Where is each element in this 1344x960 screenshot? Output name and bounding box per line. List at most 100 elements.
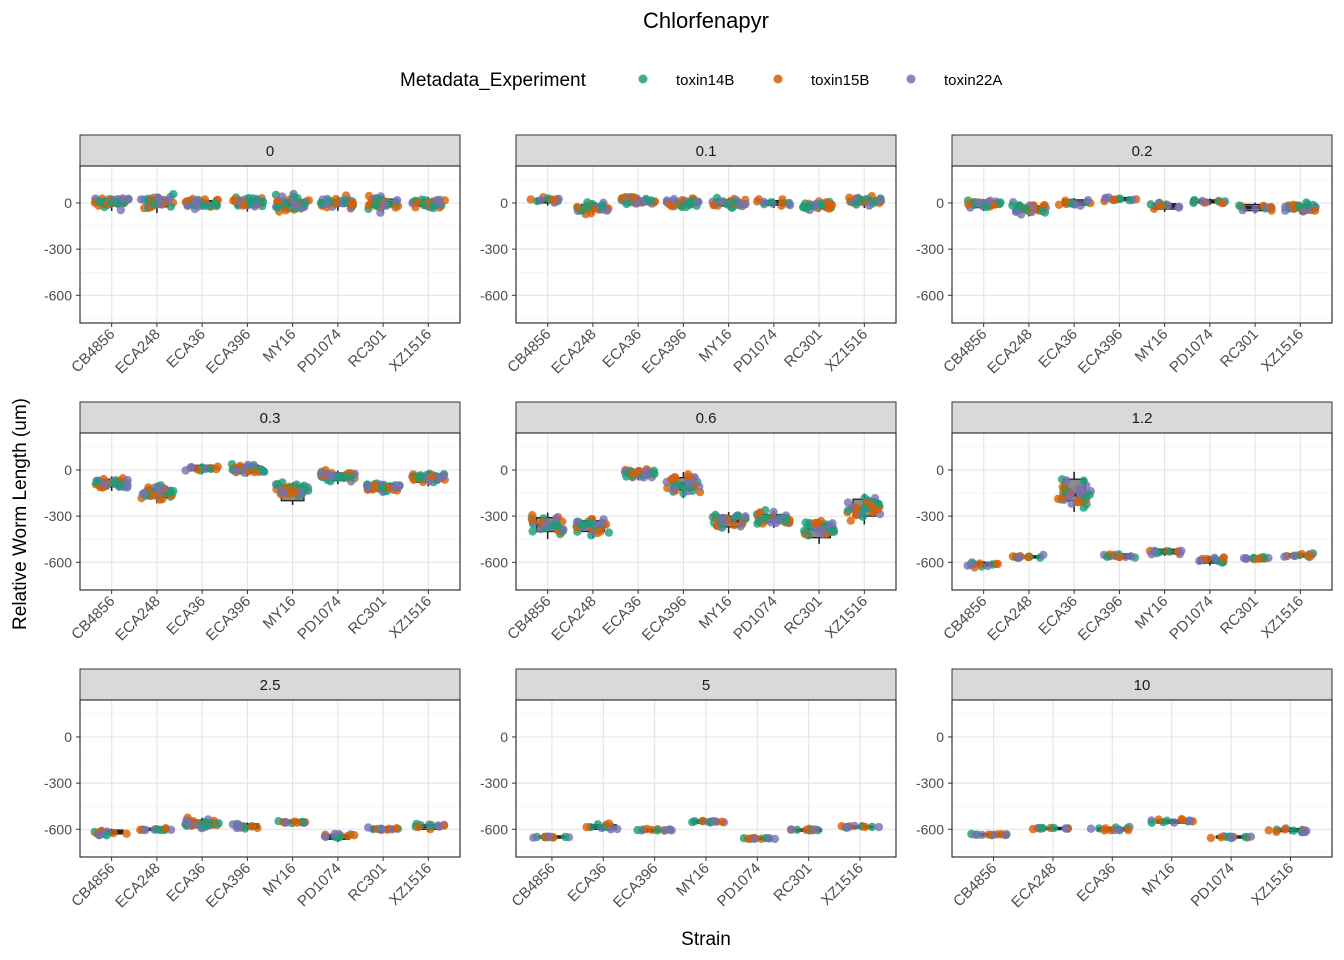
- data-point: [787, 825, 796, 834]
- x-tick-label: ECA248: [984, 326, 1036, 378]
- data-point: [304, 486, 313, 495]
- data-point: [730, 520, 739, 530]
- x-tick-label: MY16: [696, 593, 736, 633]
- data-point: [528, 516, 537, 525]
- x-tick-label: XZ1516: [822, 593, 871, 642]
- x-tick-label: ECA396: [203, 326, 255, 378]
- data-point: [717, 197, 726, 206]
- y-tick-label: -600: [44, 821, 72, 837]
- y-tick-label: 0: [500, 195, 508, 211]
- data-point: [1217, 833, 1226, 842]
- data-point: [846, 516, 855, 525]
- data-point: [653, 826, 662, 835]
- data-point: [205, 819, 214, 828]
- x-tick-label: ECA248: [112, 593, 164, 645]
- data-point: [719, 517, 728, 526]
- panel-5: 5 0 -300 -600 CB4856 ECA36 ECA396 MY16 PD1074 RC3…: [480, 668, 897, 911]
- x-tick-label: PD1074: [1188, 860, 1238, 910]
- data-point: [391, 203, 400, 212]
- x-tick-label: ECA396: [1075, 326, 1127, 378]
- data-point: [666, 475, 676, 484]
- y-tick-label: -600: [480, 287, 508, 303]
- data-point: [528, 527, 537, 536]
- x-tick-label: ECA396: [1075, 593, 1127, 645]
- data-point: [1254, 554, 1263, 564]
- data-point: [1147, 818, 1157, 827]
- x-axis-label: Strain: [681, 929, 731, 950]
- data-point: [95, 830, 104, 840]
- data-point: [1102, 552, 1112, 561]
- data-point: [755, 508, 765, 517]
- data-point: [966, 560, 976, 569]
- data-point: [1198, 196, 1207, 206]
- data-point: [1106, 826, 1115, 835]
- x-tick-label: ECA396: [639, 326, 691, 378]
- data-point: [867, 822, 877, 832]
- data-point: [677, 481, 686, 490]
- data-point: [785, 200, 795, 210]
- x-tick-label: ECA396: [639, 593, 691, 645]
- y-tick-label: -300: [480, 508, 508, 524]
- data-point: [548, 195, 557, 204]
- data-point: [1109, 195, 1119, 205]
- data-point: [333, 473, 342, 482]
- y-tick-label: -300: [916, 508, 944, 524]
- data-point: [597, 202, 607, 211]
- data-point: [350, 831, 359, 840]
- data-point: [974, 198, 983, 208]
- data-point: [684, 198, 693, 208]
- data-point: [977, 830, 987, 840]
- data-point: [593, 820, 603, 829]
- data-point: [874, 822, 884, 832]
- x-tick-label: RC301: [345, 860, 390, 905]
- data-point: [597, 518, 607, 528]
- data-point: [141, 825, 150, 835]
- data-point: [427, 472, 436, 481]
- y-tick-label: -600: [44, 554, 72, 570]
- panel-strip: [79, 401, 461, 434]
- data-point: [1157, 201, 1166, 210]
- x-tick-label: RC301: [1217, 593, 1262, 638]
- x-tick-label: RC301: [345, 593, 390, 638]
- data-point: [250, 467, 259, 477]
- data-point: [665, 825, 674, 834]
- data-point: [1302, 198, 1311, 207]
- data-point: [292, 480, 301, 489]
- panel-strip: [951, 401, 1333, 434]
- x-tick-label: RC301: [770, 860, 815, 905]
- data-point: [316, 469, 326, 479]
- data-point: [1174, 203, 1183, 212]
- y-axis-label: Relative Worm Length (um): [10, 398, 31, 630]
- data-point: [247, 822, 256, 831]
- x-tick-label: XZ1516: [386, 860, 435, 909]
- data-point: [604, 819, 614, 828]
- y-tick-label: -600: [480, 821, 508, 837]
- data-point: [698, 816, 707, 826]
- panel-strip: [515, 401, 897, 434]
- data-point: [282, 818, 291, 827]
- data-point: [865, 201, 874, 210]
- data-point: [187, 462, 196, 472]
- x-tick-label: MY16: [1132, 326, 1172, 366]
- data-point: [829, 526, 838, 535]
- data-point: [243, 460, 253, 469]
- data-point: [419, 201, 429, 210]
- data-point: [1177, 815, 1186, 824]
- data-point: [1239, 554, 1249, 563]
- data-point: [197, 820, 206, 830]
- x-tick-label: MY16: [673, 860, 713, 900]
- x-tick-label: XZ1516: [386, 593, 435, 642]
- x-tick-label: PD1074: [1166, 593, 1216, 643]
- legend-key-toxin14B: [638, 74, 648, 84]
- data-point: [1146, 200, 1156, 209]
- data-point: [1085, 490, 1094, 499]
- data-point: [234, 820, 244, 830]
- data-point: [814, 525, 823, 535]
- data-point: [377, 824, 386, 834]
- data-point: [971, 830, 980, 839]
- data-point: [376, 208, 385, 217]
- legend-key-toxin22A: [906, 74, 916, 84]
- data-point: [1076, 201, 1085, 210]
